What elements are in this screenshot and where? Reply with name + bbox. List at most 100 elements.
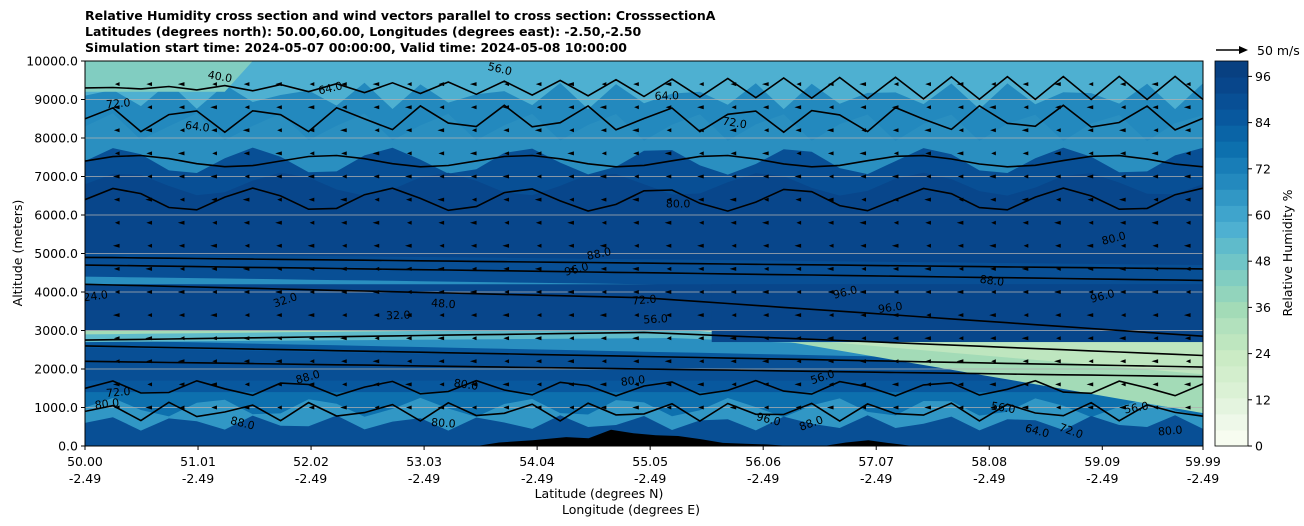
contour-label: 80.0 xyxy=(1157,423,1183,438)
wind-vector xyxy=(438,151,445,156)
wind-vector xyxy=(957,313,964,318)
wind-vector xyxy=(373,243,380,248)
wind-vector xyxy=(146,151,153,156)
wind-vector xyxy=(536,174,542,179)
wind-vector xyxy=(1120,174,1126,179)
contour-line xyxy=(85,187,1203,212)
wind-vector xyxy=(634,382,639,387)
wind-vector xyxy=(729,405,737,410)
wind-vector xyxy=(567,359,574,364)
wind-vector xyxy=(762,382,769,387)
wind-vector xyxy=(730,151,737,156)
wind-vector xyxy=(1022,359,1029,364)
wind-vector xyxy=(1088,151,1094,156)
wind-vector xyxy=(828,243,834,248)
wind-vector xyxy=(761,220,769,225)
wind-vector xyxy=(244,174,250,179)
y-tick-label: 10000.0 xyxy=(26,54,78,69)
quiver-key-label: 50 m/s xyxy=(1257,43,1300,58)
wind-vector xyxy=(276,174,282,179)
wind-vector xyxy=(1023,174,1029,179)
wind-vector xyxy=(504,359,510,364)
colorbar-tick-label: 84 xyxy=(1255,115,1271,130)
contour-line xyxy=(85,283,1203,337)
wind-vector xyxy=(404,313,412,318)
wind-vector xyxy=(244,105,250,110)
wind-vector xyxy=(633,290,639,294)
wind-vector xyxy=(178,243,185,248)
wind-vector xyxy=(926,382,931,387)
colorbar-swatch xyxy=(1215,141,1248,158)
colorbar-tick-label: 12 xyxy=(1255,392,1271,407)
y-tick-label: 6000.0 xyxy=(34,208,78,223)
wind-vector xyxy=(958,128,964,133)
wind-vector xyxy=(534,128,542,133)
contour-label: 88.0 xyxy=(586,245,613,263)
wind-vector xyxy=(601,82,607,87)
wind-vector xyxy=(277,405,282,410)
wind-vector xyxy=(568,105,574,110)
wind-vector xyxy=(826,405,834,410)
wind-vector xyxy=(372,151,380,156)
wind-vector xyxy=(633,359,639,364)
wind-vector xyxy=(1086,313,1094,318)
wind-vector xyxy=(665,382,672,387)
wind-vector xyxy=(341,151,347,156)
wind-vector xyxy=(113,405,120,410)
wind-vector xyxy=(211,266,217,271)
wind-vector xyxy=(925,290,931,294)
wind-vector xyxy=(372,220,380,225)
wind-vector xyxy=(1185,82,1191,87)
wind-vector xyxy=(1021,266,1029,271)
wind-vector xyxy=(212,290,217,294)
wind-vector xyxy=(146,220,153,225)
wind-vector xyxy=(989,382,996,387)
wind-vector xyxy=(1023,105,1029,110)
wind-vector xyxy=(891,105,899,110)
wind-vector xyxy=(1184,266,1191,271)
wind-vector xyxy=(113,266,120,271)
wind-vector xyxy=(469,290,477,294)
wind-vector xyxy=(665,174,672,179)
wind-vector xyxy=(308,336,315,341)
plot-area: 72.064.040.064.056.064.072.080.088.096.0… xyxy=(85,61,1203,446)
colorbar-swatch xyxy=(1215,109,1248,126)
wind-vector xyxy=(277,266,282,271)
wind-vector xyxy=(276,243,282,248)
wind-vector xyxy=(342,382,347,387)
wind-vector xyxy=(405,405,412,410)
wind-vector xyxy=(990,405,996,410)
wind-vector xyxy=(1023,313,1029,318)
wind-vector xyxy=(762,313,769,318)
wind-vector xyxy=(989,174,996,179)
wind-vector xyxy=(1119,359,1126,364)
wind-vector xyxy=(601,151,607,156)
wind-vector xyxy=(178,174,185,179)
wind-vector xyxy=(212,82,217,87)
wind-vector xyxy=(341,82,347,87)
wind-vector xyxy=(632,128,639,133)
wind-vector xyxy=(340,128,347,133)
wind-vector xyxy=(1056,197,1061,202)
wind-vector xyxy=(276,313,282,318)
wind-vector xyxy=(406,82,412,87)
wind-vector xyxy=(277,197,282,202)
wind-vector xyxy=(145,336,153,341)
wind-vector xyxy=(470,243,477,248)
wind-vector xyxy=(633,82,639,87)
x-tick-label-lon: -2.49 xyxy=(521,471,553,486)
wind-vector xyxy=(665,243,672,248)
contour-line xyxy=(85,154,1203,168)
x-tick-label-lon: -2.49 xyxy=(182,471,214,486)
contour-label: 88.0 xyxy=(294,368,321,387)
wind-vector xyxy=(275,220,282,225)
wind-vector xyxy=(146,359,153,364)
wind-vector xyxy=(112,243,120,248)
wind-vector xyxy=(404,105,412,110)
wind-vector xyxy=(1021,336,1029,341)
wind-vector xyxy=(634,105,639,110)
wind-vector xyxy=(926,105,931,110)
wind-vector xyxy=(114,220,120,225)
wind-vector xyxy=(147,174,153,179)
quiver-key-arrow-head xyxy=(1239,46,1248,54)
